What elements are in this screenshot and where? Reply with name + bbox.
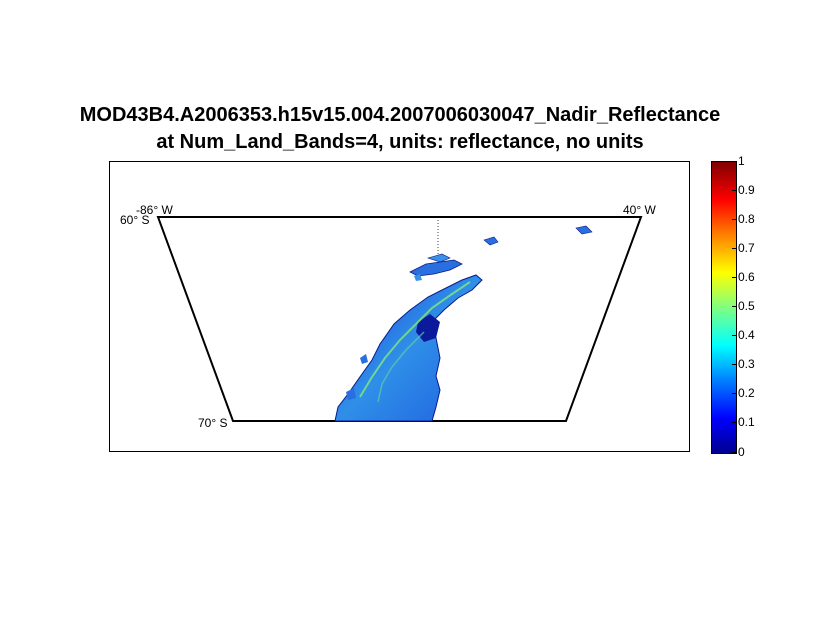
colorbar-tick-label: 0.2 [738,386,755,400]
colorbar-tickmark [732,422,737,423]
colorbar-tick-label: 0.4 [738,328,755,342]
map-axes: -86° W 60° S 40° W 70° S [109,161,690,452]
island-1 [409,259,463,277]
title-line-2: at Num_Land_Bands=4, units: reflectance,… [156,131,644,153]
colorbar-tick-label: 0.8 [738,212,755,226]
colorbar-tickmark [732,306,737,307]
colorbar-tickmark [732,248,737,249]
map-boundary [156,216,643,422]
title-line-1: MOD43B4.A2006353.h15v15.004.200700603004… [79,104,721,126]
colorbar [711,161,737,454]
colorbar-tickmark [732,161,737,162]
colorbar-tick-label: 1 [738,154,745,168]
colorbar-tick-label: 0.5 [738,299,755,313]
land-ridge [359,281,471,398]
island-2 [426,253,451,263]
label-top-right-lon: 40° W [623,203,656,217]
colorbar-tickmark [732,335,737,336]
map-svg: -86° W 60° S 40° W 70° S [120,203,656,430]
island-6 [360,354,368,364]
land-ridge-2 [377,331,425,403]
island-3 [483,236,499,246]
colorbar-tickmark [732,452,737,453]
colorbar-tick-label: 0.3 [738,357,755,371]
colorbar-tickmark [732,393,737,394]
colorbar-tick-label: 0 [738,445,745,459]
label-bottom-left-lat: 70° S [198,416,227,430]
colorbar-tick-label: 0.6 [738,270,755,284]
colorbar-tickmark [732,219,737,220]
colorbar-tickmark [732,277,737,278]
colorbar-tick-label: 0.1 [738,415,755,429]
colorbar-tickmark [732,364,737,365]
colorbar-tick-label: 0.7 [738,241,755,255]
island-4 [575,225,593,235]
island-7 [346,388,356,400]
colorbar-gradient [712,162,736,453]
colorbar-tickmark [732,190,737,191]
label-top-left-lat: 60° S [120,213,149,227]
colorbar-tick-label: 0.9 [738,183,755,197]
label-top-left-lon: -86° W [136,203,173,217]
island-5 [414,274,422,281]
